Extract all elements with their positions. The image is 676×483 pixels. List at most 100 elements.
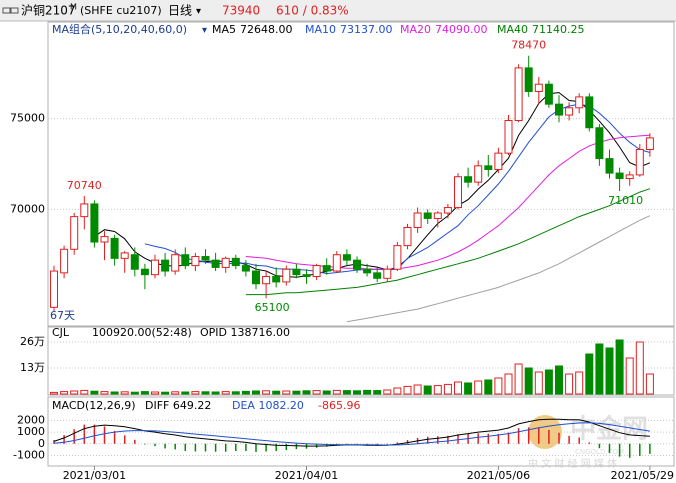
volume-bar bbox=[151, 391, 159, 395]
candle-body bbox=[484, 165, 493, 170]
candle-body bbox=[413, 212, 422, 229]
volume-bar bbox=[423, 385, 432, 395]
macd-panel bbox=[47, 396, 675, 467]
ma-legend-value: 74090.00 bbox=[435, 23, 488, 36]
volume-bar bbox=[100, 391, 109, 395]
candle-body bbox=[181, 254, 190, 267]
volume-bar bbox=[504, 373, 513, 395]
volume-bar bbox=[171, 391, 180, 395]
volume-bar bbox=[363, 389, 372, 395]
candle-body bbox=[272, 275, 281, 283]
volume-bar bbox=[120, 391, 129, 395]
volume-bar bbox=[90, 390, 99, 395]
ma-legend-value: 72648.00 bbox=[240, 23, 293, 36]
x-tick-label: 2021/03/01 bbox=[63, 469, 126, 482]
ma-title[interactable]: MA组合(5,10,20,40,60,0) bbox=[52, 22, 187, 36]
candle-body bbox=[80, 203, 89, 218]
candle-body bbox=[332, 254, 341, 272]
volume-bar bbox=[322, 390, 331, 395]
volume-bar bbox=[161, 391, 170, 395]
symbol-code: (SHFE cu2107) bbox=[80, 4, 162, 17]
volume-bar bbox=[181, 391, 190, 395]
volume-bar bbox=[231, 391, 240, 395]
last-price: 73940 bbox=[222, 4, 260, 18]
candle-body bbox=[555, 103, 563, 116]
candle-body bbox=[565, 107, 574, 116]
candle-body bbox=[474, 165, 483, 183]
watermark-logo bbox=[528, 415, 562, 449]
volume-bar bbox=[443, 383, 452, 395]
volume-bar bbox=[615, 339, 624, 395]
volume-bar bbox=[534, 371, 543, 395]
volume-bar bbox=[50, 391, 58, 395]
candle-body bbox=[615, 172, 624, 180]
ma-legend-name: MA20 bbox=[400, 23, 431, 36]
icon bbox=[2, 7, 11, 14]
macd-dea-line bbox=[53, 422, 650, 446]
volume-title: CJL bbox=[52, 326, 70, 339]
y-tick-label: 13万 bbox=[20, 361, 45, 374]
ma-line bbox=[346, 215, 651, 323]
y-tick-label: -1000 bbox=[13, 448, 45, 461]
macd-dea: DEA 1082.20 bbox=[232, 399, 304, 412]
candle-body bbox=[151, 259, 159, 276]
y-tick-label: 2000 bbox=[17, 413, 45, 426]
candle-body bbox=[201, 256, 210, 261]
candle-body bbox=[120, 252, 129, 259]
y-tick-label: 75000 bbox=[10, 112, 45, 125]
candle-body bbox=[50, 270, 58, 308]
candle-body bbox=[595, 127, 604, 160]
ma-legend-name: MA40 bbox=[497, 23, 528, 36]
volume-bar bbox=[403, 385, 412, 395]
volume-bar bbox=[484, 379, 493, 395]
candle-body bbox=[423, 212, 432, 219]
volume-bar bbox=[454, 381, 462, 395]
candle-body bbox=[544, 83, 553, 105]
price-change: 610 / 0.83% bbox=[276, 4, 349, 18]
candle-body bbox=[454, 176, 462, 209]
candle-body bbox=[464, 176, 473, 183]
volume-bar bbox=[514, 363, 523, 395]
candle-body bbox=[140, 268, 149, 276]
volume-bar bbox=[373, 390, 382, 395]
volume-bar bbox=[302, 390, 311, 395]
candle-body bbox=[393, 245, 402, 270]
x-tick-label: 2021/05/06 bbox=[467, 469, 530, 482]
dropdown-icon[interactable]: ▾ bbox=[196, 6, 201, 17]
candle-body bbox=[605, 158, 614, 174]
volume-bar bbox=[241, 390, 250, 395]
candle-body bbox=[514, 67, 523, 121]
volume-bar bbox=[464, 382, 473, 395]
volume-bar bbox=[262, 390, 271, 395]
dropdown-icon[interactable]: ▾ bbox=[202, 25, 207, 36]
header-bar bbox=[0, 0, 676, 21]
candle-body bbox=[494, 152, 503, 170]
volume-bar bbox=[585, 353, 594, 395]
candle-body bbox=[262, 275, 271, 285]
candle-body bbox=[443, 207, 452, 214]
volume-bar bbox=[605, 347, 614, 395]
ma-legend: MA40 71140.25 bbox=[497, 23, 585, 36]
volume-bar bbox=[252, 390, 260, 395]
volume-bar bbox=[383, 389, 392, 395]
ma-legend-value: 73137.00 bbox=[340, 23, 393, 36]
volume-info: 100920.00(52:48) bbox=[92, 326, 192, 339]
y-tick-label: 0 bbox=[38, 437, 45, 450]
price-annotation: 70740 bbox=[67, 179, 102, 192]
candle-body bbox=[191, 256, 200, 267]
period[interactable]: 日线 bbox=[168, 4, 192, 18]
volume-bar bbox=[292, 390, 301, 395]
volume-bar bbox=[433, 385, 442, 395]
candle-body bbox=[403, 227, 412, 247]
candle-body bbox=[231, 257, 240, 267]
price-annotation: 65100 bbox=[255, 301, 290, 314]
volume-bar bbox=[201, 391, 210, 395]
x-tick-label: 2021/05/29 bbox=[611, 469, 674, 482]
volume-bar bbox=[635, 341, 644, 395]
symbol: 沪铜2107 bbox=[21, 3, 76, 18]
candle-body bbox=[534, 83, 543, 92]
candle-body bbox=[60, 248, 69, 274]
candle-body bbox=[353, 259, 361, 270]
